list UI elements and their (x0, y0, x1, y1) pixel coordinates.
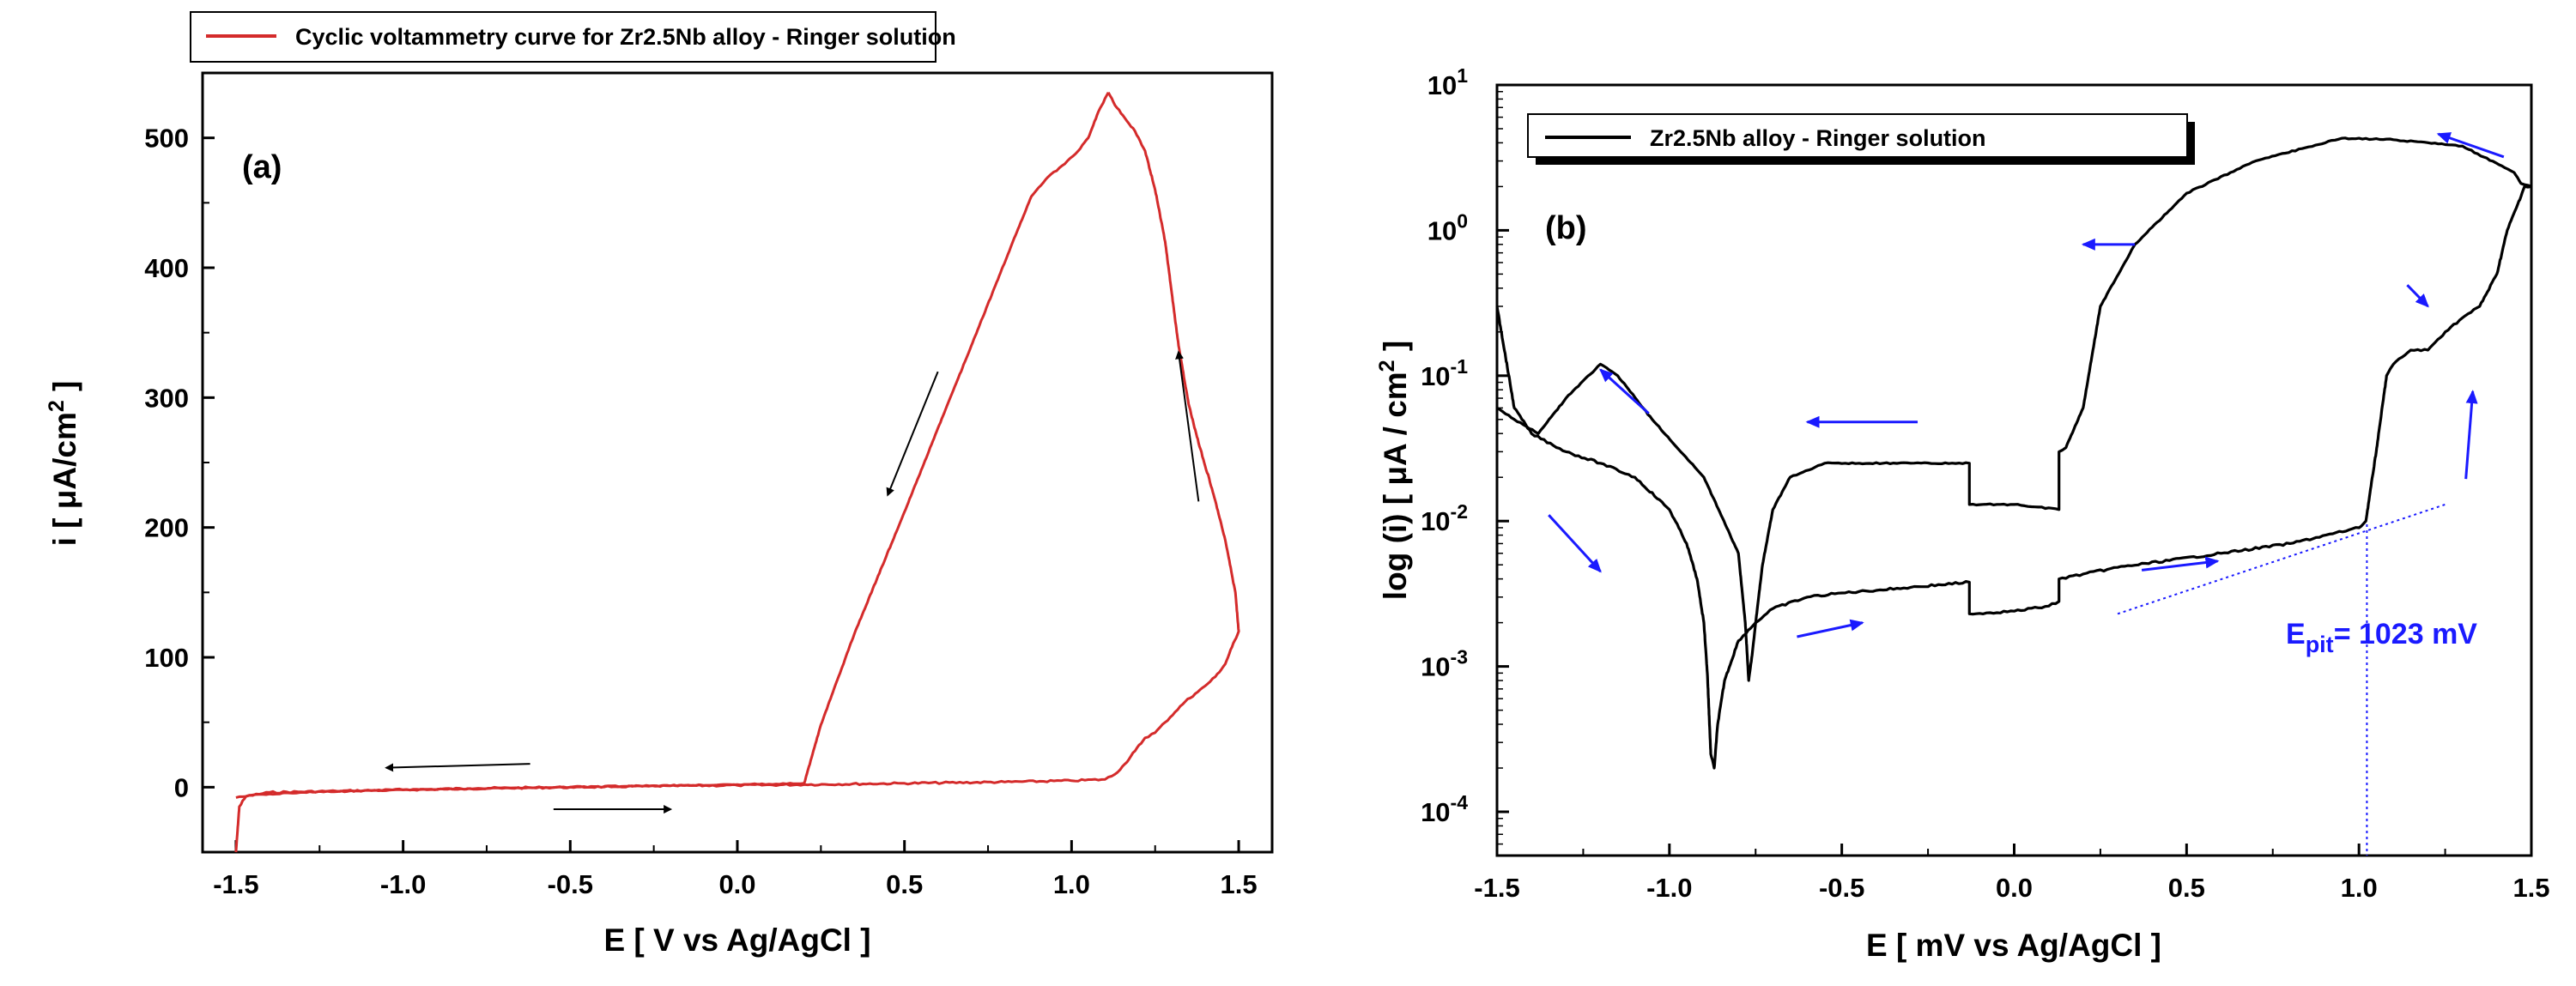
panel-a-x-tick-label: 1.5 (1221, 869, 1258, 899)
panel-a-y-tick-label: 500 (144, 124, 189, 154)
panel-b-y-axis-title: log (i) [ μA / cm2 ] (1375, 341, 1413, 600)
panel-b-y-tick-label: 10-1 (1421, 355, 1468, 391)
panel-a-x-tick-label: 0.5 (886, 869, 923, 899)
panel-a-x-tick-label: -1.5 (213, 869, 258, 899)
panel-a-label: (a) (242, 149, 282, 185)
panel-b-x-tick-label: 0.0 (1996, 873, 2033, 903)
panel-b-x-tick-label: 0.5 (2168, 873, 2205, 903)
panel-b-y-tick-label: 10-2 (1421, 500, 1468, 536)
panel-a-y-tick-label: 300 (144, 383, 189, 413)
panel-b-direction-arrow (1797, 619, 1864, 638)
panel-b-y-tick-label: 101 (1427, 64, 1468, 100)
panel-a: -1.5 -1.0 -0.5 0.0 0.5 1.0 1.5 0 100 200 300 400 500… (45, 11, 1274, 958)
panel-b-direction-arrow (2141, 556, 2220, 572)
panel-b-x-tick-label: 1.0 (2341, 873, 2378, 903)
panel-b-direction-arrow (2464, 390, 2478, 480)
panel-b-x-tick-label: -1.0 (1646, 873, 1692, 903)
panel-a-arrows (385, 350, 1200, 814)
panel-b-y-tick-label: 10-4 (1421, 791, 1468, 827)
panel-a-y-tick-label: 100 (144, 643, 189, 673)
panel-a-ticks: -1.5 -1.0 -0.5 0.0 0.5 1.0 1.5 0 100 200 300 400 500 (144, 72, 1258, 899)
panel-b-arrows (1548, 132, 2505, 638)
panel-b-x-tick-label: -1.5 (1474, 873, 1519, 903)
panel-a-series-reverse (235, 91, 1110, 799)
panel-a-legend-text: Cyclic voltammetry curve for Zr2.5Nb all… (295, 24, 956, 50)
panel-b-legend: Zr2.5Nb alloy - Ringer solution (1527, 113, 2195, 165)
panel-a-direction-arrow (886, 371, 939, 497)
panel-a-direction-arrow (1175, 350, 1200, 502)
panel-b-y-tick-label: 100 (1427, 209, 1468, 245)
panel-b-guides (2117, 503, 2446, 856)
panel-b-direction-arrow (1599, 368, 1650, 414)
panel-a-x-tick-label: 0.0 (718, 869, 755, 899)
panel-b-series-reverse (1496, 136, 2532, 682)
panel-b-ticks: -1.5 -1.0 -0.5 0.0 0.5 1.0 1.5 101 100 10-1 10-2 10… (1421, 64, 2549, 903)
panel-a-x-axis-title: E [ V vs Ag/AgCl ] (603, 922, 870, 958)
panel-a-y-axis-title: i [ μA/cm2 ] (45, 381, 82, 547)
panel-b-x-axis-title: E [ mV vs Ag/AgCl ] (1866, 928, 2161, 963)
panel-a-x-tick-label: 1.0 (1053, 869, 1090, 899)
panel-a-legend: Cyclic voltammetry curve for Zr2.5Nb all… (190, 11, 956, 63)
panel-b-direction-arrow (2436, 132, 2505, 159)
panel-a-y-tick-label: 200 (144, 513, 189, 543)
panel-b: -1.5 -1.0 -0.5 0.0 0.5 1.0 1.5 101 100 10-1 10-2 10… (1375, 64, 2550, 963)
panel-a-direction-arrow (385, 763, 530, 772)
panel-b-y-tick-label: 10-3 (1421, 646, 1468, 682)
panel-b-direction-arrow (1548, 514, 1602, 573)
panel-b-x-tick-label: 1.5 (2512, 873, 2549, 903)
panel-b-legend-text: Zr2.5Nb alloy - Ringer solution (1650, 125, 1986, 151)
panel-b-x-tick-label: -0.5 (1819, 873, 1864, 903)
panel-b-epit-annotation: Epit= 1023 mV (2286, 618, 2477, 657)
panel-a-y-tick-label: 400 (144, 253, 189, 283)
panel-b-label: (b) (1545, 210, 1587, 246)
panel-a-x-tick-label: -0.5 (548, 869, 593, 899)
panel-b-series-forward (1495, 184, 2532, 770)
panel-a-y-tick-label: 0 (174, 772, 189, 802)
panel-a-x-tick-label: -1.0 (380, 869, 426, 899)
panel-b-series (1495, 136, 2532, 770)
panel-b-direction-arrow (2406, 284, 2429, 308)
